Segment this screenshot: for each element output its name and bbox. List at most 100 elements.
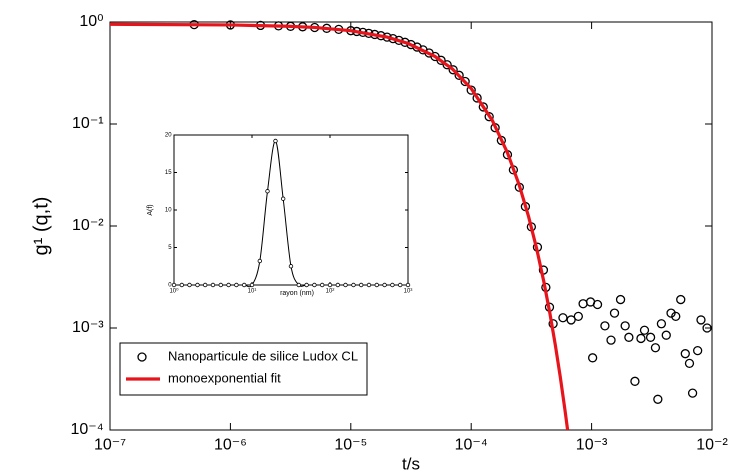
y-tick-label: 20: [165, 133, 172, 139]
inset-point: [241, 282, 247, 288]
x-tick-label: 10⁻⁴: [455, 436, 488, 453]
x-tick-label: 10⁻³: [576, 436, 608, 453]
data-point: [484, 112, 494, 122]
inset-point: [390, 282, 395, 288]
inset-point: [327, 282, 333, 288]
inset-point: [366, 282, 372, 288]
inset-point: [343, 282, 348, 288]
y-tick-label: 5: [168, 245, 172, 251]
data-point: [630, 376, 640, 386]
data-point: [645, 332, 656, 342]
data-point: [676, 294, 686, 305]
inset-point: [171, 282, 177, 288]
data-point: [472, 93, 482, 103]
x-tick-label: 10⁻⁷: [94, 436, 126, 453]
x-tick-label: 10¹: [248, 288, 257, 294]
inset-point: [351, 282, 356, 288]
data-point: [587, 353, 598, 363]
data-point: [680, 349, 690, 359]
inset-x-label: rayon (nm): [280, 290, 314, 297]
inset-point: [195, 282, 200, 288]
data-point: [653, 394, 663, 404]
data-point: [578, 299, 588, 309]
y-tick-label: 10⁻⁴: [70, 421, 103, 438]
x-tick-label: 10⁰: [169, 287, 179, 294]
data-point: [606, 335, 616, 345]
y-tick-label: 0: [168, 283, 172, 289]
inset-point: [304, 282, 309, 288]
inset-point: [319, 282, 325, 288]
legend-label: Nanoparticule de silice Ludox CL: [168, 348, 358, 363]
data-point: [684, 358, 695, 369]
inset-background: [174, 135, 408, 285]
x-tick-label: 10²: [326, 288, 335, 294]
data-point: [615, 294, 626, 305]
legend-box: [119, 342, 368, 396]
data-point: [478, 102, 488, 112]
fit-line: [110, 22, 570, 430]
inset-point: [335, 282, 341, 288]
data-point: [650, 343, 661, 353]
data-point: [436, 55, 446, 65]
inset-point: [280, 196, 286, 201]
data-point: [454, 70, 464, 80]
y-tick-label: 10⁻³: [72, 319, 104, 336]
inset-point: [312, 282, 317, 288]
data-point: [624, 332, 634, 342]
inset-point: [226, 282, 231, 288]
y-axis-label: g¹ (q,t): [30, 197, 52, 256]
data-point: [661, 330, 671, 340]
data-point: [656, 319, 667, 329]
inset-point: [296, 282, 301, 288]
data-point: [573, 311, 583, 322]
inset-point: [273, 138, 278, 144]
data-point: [666, 308, 676, 318]
data-point: [639, 325, 650, 335]
y-tick-label: 10: [165, 208, 172, 214]
inset-point: [218, 282, 223, 288]
data-point: [600, 321, 610, 331]
inset-point: [210, 282, 216, 288]
y-tick-label: 10⁻¹: [72, 115, 104, 132]
data-point: [442, 60, 452, 70]
y-tick-label: 10⁻²: [72, 217, 104, 234]
data-point: [566, 315, 576, 325]
inset-point: [374, 282, 379, 288]
inset-point: [288, 264, 294, 269]
legend-label: monoexponential fit: [168, 370, 281, 385]
data-point: [466, 85, 476, 95]
inset-point: [249, 282, 255, 288]
inset-point: [257, 258, 263, 264]
inset-point: [358, 282, 364, 288]
inset-point: [405, 282, 411, 288]
inset-point: [234, 282, 239, 288]
data-point: [609, 308, 620, 318]
x-tick-label: 10⁻⁶: [214, 436, 247, 453]
data-point: [687, 388, 698, 398]
data-point: [448, 65, 458, 75]
legend-marker: [137, 352, 147, 362]
inset-point: [187, 282, 192, 288]
y-tick-label: 15: [165, 170, 172, 176]
inset-point: [202, 282, 208, 288]
data-point: [696, 315, 706, 325]
y-tick-label: 10⁰: [79, 13, 103, 30]
inset-point: [382, 282, 387, 288]
data-point: [460, 76, 470, 87]
data-point: [692, 345, 703, 356]
x-axis-label: t/s: [402, 454, 420, 473]
x-tick-label: 10⁻⁵: [334, 436, 367, 453]
inset-point: [265, 189, 270, 194]
data-point: [702, 323, 712, 333]
inset-point: [397, 282, 403, 288]
inset-point: [179, 282, 185, 288]
inset-y-label: A(f): [147, 204, 154, 215]
x-tick-label: 10³: [404, 288, 413, 294]
data-point: [620, 321, 630, 331]
data-point: [636, 333, 646, 344]
x-tick-label: 10⁻²: [696, 436, 728, 453]
data-point: [558, 313, 568, 323]
data-point: [592, 299, 603, 310]
data-point: [671, 311, 681, 322]
